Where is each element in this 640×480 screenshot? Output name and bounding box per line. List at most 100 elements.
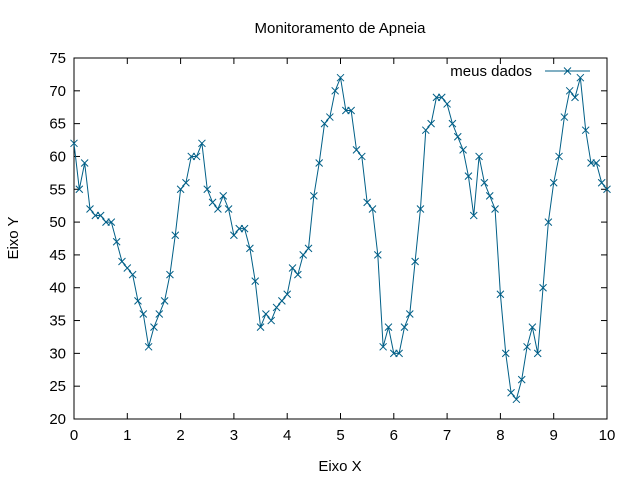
data-point [309, 191, 318, 200]
data-point [320, 119, 329, 128]
x-tick-label: 8 [496, 427, 504, 444]
data-point [437, 93, 446, 102]
data-point [166, 270, 174, 279]
legend-marker-x [563, 67, 572, 75]
data-point [517, 375, 526, 384]
data-point [70, 139, 78, 148]
data-point [464, 172, 473, 180]
data-point [421, 126, 430, 135]
data-point [336, 73, 345, 82]
data-point [363, 198, 372, 207]
x-axis-label: Eixo X [318, 458, 361, 475]
data-point [565, 86, 574, 95]
data-point [134, 297, 142, 305]
data-point [373, 251, 382, 259]
data-point [155, 310, 164, 318]
data-point [597, 178, 606, 187]
data-point [448, 119, 457, 128]
y-tick-label: 20 [49, 411, 66, 428]
data-point [453, 132, 462, 141]
data-point [107, 218, 116, 226]
data-point [416, 205, 425, 213]
data-point [182, 178, 190, 187]
data-point [475, 152, 483, 161]
y-tick-label: 50 [49, 214, 66, 231]
x-tick-label: 1 [123, 427, 131, 444]
y-axis: 20 25 30 35 40 45 50 55 60 65 70 75 [49, 50, 607, 428]
data-point [144, 342, 153, 351]
legend-label: meus dados [450, 63, 532, 80]
data-point [411, 257, 419, 266]
data-point [139, 310, 148, 318]
data-point [400, 323, 409, 331]
data-point [251, 277, 260, 286]
y-tick-label: 65 [49, 116, 66, 133]
data-point [86, 205, 94, 213]
y-tick-label: 35 [49, 313, 66, 330]
data-point [192, 152, 201, 161]
data-point [331, 86, 340, 95]
data-point [267, 316, 276, 325]
data-point [160, 297, 169, 305]
data-point [469, 211, 478, 220]
data-point [203, 185, 212, 194]
data-point [501, 349, 510, 358]
y-tick-label: 70 [49, 83, 66, 100]
plot-area [73, 57, 608, 420]
y-tick-label: 40 [49, 280, 66, 297]
data-point [555, 152, 563, 161]
data-point [128, 270, 137, 279]
data-point [549, 178, 558, 187]
data-point [283, 290, 292, 299]
data-point [96, 211, 105, 220]
data-point [352, 146, 361, 154]
plot-frame [73, 57, 608, 420]
data-point [443, 100, 451, 108]
data-point [150, 323, 158, 331]
legend-marker [563, 67, 572, 75]
data-point [219, 191, 228, 200]
data-point [272, 303, 281, 312]
data-point [208, 198, 217, 207]
data-point [512, 395, 521, 404]
data-point [384, 323, 393, 331]
x-tick-label: 6 [390, 427, 398, 444]
legend: meus dados [450, 63, 590, 80]
data-point [528, 323, 537, 331]
data-point [533, 349, 542, 358]
data-point [118, 257, 126, 266]
data-point [230, 231, 238, 240]
y-tick-label: 45 [49, 247, 66, 264]
data-point [176, 185, 185, 194]
data-point [240, 224, 249, 233]
chart-title: Monitoramento de Apneia [255, 20, 427, 37]
data-point [262, 310, 270, 318]
x-tick-label: 2 [176, 427, 184, 444]
data-point [368, 205, 377, 213]
data-point [459, 146, 467, 154]
data-point [278, 297, 286, 305]
data-point [395, 349, 403, 358]
data-point [256, 323, 265, 331]
data-point [198, 139, 206, 148]
data-point [379, 342, 387, 351]
y-tick-label: 25 [49, 378, 66, 395]
y-tick-label: 30 [49, 345, 66, 362]
x-axis: 0 1 2 3 4 5 6 7 8 9 10 [70, 58, 615, 444]
data-point [214, 205, 222, 213]
data-point [507, 388, 515, 397]
data-point [325, 113, 334, 121]
x-tick-label: 5 [336, 427, 344, 444]
data-point [592, 159, 601, 167]
data-point [112, 237, 121, 246]
data-point [523, 342, 531, 351]
data-point [171, 231, 180, 240]
data-point [224, 205, 233, 213]
x-tick-label: 9 [550, 427, 558, 444]
y-tick-label: 75 [49, 50, 66, 67]
data-point [603, 185, 611, 194]
x-tick-label: 7 [443, 427, 451, 444]
data-point [485, 191, 494, 200]
data-point [315, 159, 324, 167]
data-point [294, 270, 302, 279]
